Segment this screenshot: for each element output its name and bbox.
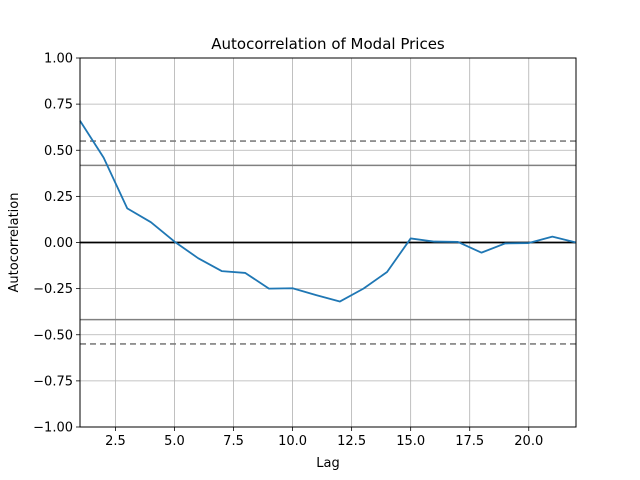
x-tick-label: 15.0 [396, 434, 425, 449]
autocorrelation-line [79, 120, 577, 303]
x-axis: 2.5 5.0 7.5 10.0 12.5 15.0 17.5 20.0 [105, 427, 543, 449]
x-tick-label: 2.5 [105, 434, 126, 449]
x-tick-label: 20.0 [514, 434, 543, 449]
y-axis-label: Autocorrelation [7, 193, 22, 293]
x-tick-label: 17.5 [455, 434, 484, 449]
chart-title: Autocorrelation of Modal Prices [211, 35, 445, 53]
y-tick-label: 0.00 [44, 236, 73, 251]
reference-lines [80, 140, 576, 345]
y-tick-label: −0.25 [33, 282, 73, 297]
y-tick-label: 0.75 [44, 98, 73, 113]
x-tick-label: 12.5 [337, 434, 366, 449]
y-tick-label: −1.00 [33, 421, 73, 436]
x-axis-label: Lag [316, 456, 339, 471]
y-axis: 1.00 0.75 0.50 0.25 0.00 −0.25 −0.50 −0.75 −1.00 [33, 52, 80, 436]
x-tick-label: 10.0 [278, 434, 307, 449]
y-tick-label: 1.00 [44, 52, 73, 67]
y-tick-label: −0.75 [33, 374, 73, 389]
y-tick-label: 0.50 [44, 144, 73, 159]
series [79, 120, 577, 303]
y-tick-label: −0.50 [33, 328, 73, 343]
y-tick-label: 0.25 [44, 190, 73, 205]
x-tick-label: 5.0 [164, 434, 185, 449]
x-tick-label: 7.5 [223, 434, 244, 449]
